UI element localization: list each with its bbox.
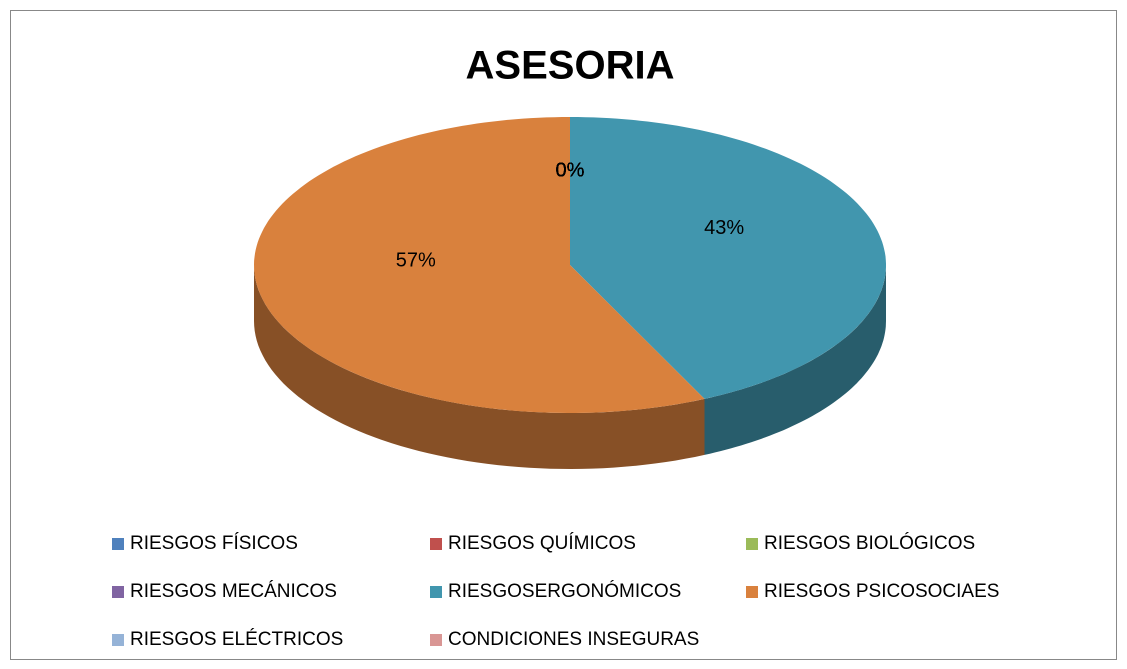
legend-swatch	[746, 538, 758, 550]
legend-swatch	[112, 634, 124, 646]
chart-title: ASESORIA	[466, 44, 675, 88]
data-label: 0%	[556, 159, 585, 181]
pie-slice	[570, 117, 886, 399]
legend-label: RIESGOS QUÍMICOS	[448, 533, 636, 554]
data-label: 57%	[396, 249, 436, 271]
pie-side	[704, 265, 886, 455]
data-label: 0%	[556, 159, 585, 181]
legend-label: RIESGOS PSICOSOCIAES	[764, 581, 999, 602]
legend-swatch	[112, 586, 124, 598]
legend-swatch	[112, 538, 124, 550]
legend-swatch	[746, 586, 758, 598]
legend-label: CONDICIONES INSEGURAS	[448, 629, 699, 650]
legend-label: RIESGOSERGONÓMICOS	[448, 580, 681, 602]
legend-swatch	[430, 538, 442, 550]
legend-swatch	[430, 586, 442, 598]
data-label: 0%	[556, 159, 585, 181]
legend-label: RIESGOS ELÉCTRICOS	[130, 629, 343, 650]
data-label: 43%	[704, 217, 744, 239]
data-label: 0%	[556, 159, 585, 181]
pie-side	[254, 265, 705, 469]
pie-slice	[254, 117, 705, 413]
data-label: 0%	[556, 159, 585, 181]
data-label: 0%	[556, 159, 585, 181]
legend-label: RIESGOS FÍSICOS	[130, 533, 298, 554]
legend-swatch	[430, 634, 442, 646]
legend-label: RIESGOS MECÁNICOS	[130, 581, 337, 602]
legend-label: RIESGOS BIOLÓGICOS	[764, 532, 975, 554]
